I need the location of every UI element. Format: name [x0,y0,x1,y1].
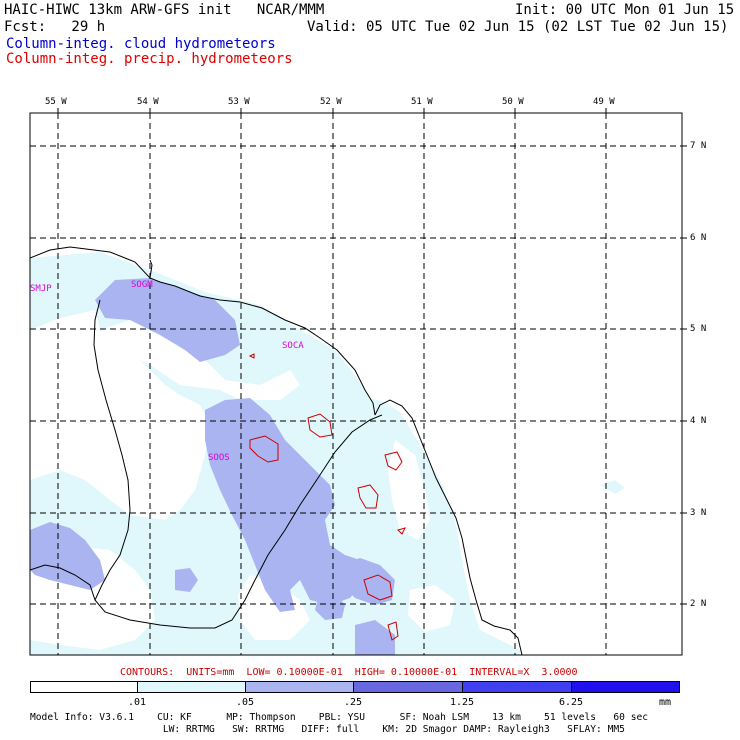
legend-threshold-2: .05 [235,697,255,708]
lat-label-2n: 2 N [690,599,707,609]
legend-box-4 [462,681,572,693]
lat-label-7n: 7 N [690,141,707,151]
station-label-smjp: SMJP [30,284,52,294]
station-label-soca: SOCA [282,341,304,351]
lon-label-51w: 51 W [411,97,433,107]
station-label-sogm: SOGM [131,280,153,290]
lon-label-53w: 53 W [228,97,250,107]
field-label-precip: Column-integ. precip. hydrometeors [6,51,293,67]
legend-unit: mm [659,697,672,708]
legend-box-3 [353,681,463,693]
contour-info: CONTOURS: UNITS=mm LOW= 0.10000E-01 HIGH… [120,667,578,678]
header-forecast-hour: Fcst: 29 h [4,19,106,35]
precip-contours [248,353,406,641]
lat-label-5n: 5 N [690,324,707,334]
shading-level-2 [30,278,395,655]
header-title-left: HAIC-HIWC 13km ARW-GFS init NCAR/MMM [4,2,325,18]
model-info-line2: LW: RRTMG SW: RRTMG DIFF: full KM: 2D Sm… [30,724,625,735]
lon-label-52w: 52 W [320,97,342,107]
lon-label-50w: 50 W [502,97,524,107]
field-label-cloud: Column-integ. cloud hydrometeors [6,36,276,52]
legend-threshold-3: .25 [343,697,363,708]
model-info-line1: Model Info: V3.6.1 CU: KF MP: Thompson P… [30,712,649,723]
station-label-soos: SOOS [208,453,230,463]
legend-box-1 [137,681,246,693]
header-init-time: Init: 00 UTC Mon 01 Jun 15 [515,2,735,18]
legend-threshold-4: 1.25 [449,697,475,708]
legend-threshold-1: .01 [127,697,147,708]
coastline-borders [30,246,523,655]
lon-label-54w: 54 W [137,97,159,107]
legend-box-5 [571,681,680,693]
legend-box-2 [245,681,354,693]
legend-threshold-5: 6.25 [558,697,584,708]
lat-label-6n: 6 N [690,233,707,243]
lat-label-4n: 4 N [690,416,707,426]
lat-label-3n: 3 N [690,508,707,518]
lon-label-55w: 55 W [45,97,67,107]
lon-label-49w: 49 W [593,97,615,107]
map-frame [29,112,683,656]
header-valid-time: Valid: 05 UTC Tue 02 Jun 15 (02 LST Tue … [307,19,729,35]
legend-box-0 [30,681,138,693]
lat-lon-grid [30,113,682,655]
